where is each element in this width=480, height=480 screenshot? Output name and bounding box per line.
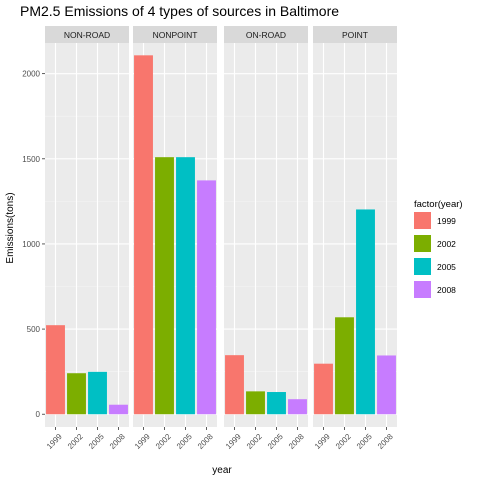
bar-on-road-2008 <box>288 399 307 415</box>
x-axis: 1999 2002 2005 2008 1999 2002 2005 2008 1999 2002… <box>45 427 395 451</box>
bar-nonpoint-2005 <box>176 157 195 415</box>
bar-point-2002 <box>335 317 354 415</box>
facet-panel-nonpoint: NONPOINT <box>133 26 217 427</box>
x-tick-label: 2005 <box>355 432 374 451</box>
facet-panel-on-road: ON-ROAD <box>224 26 308 427</box>
facet-panel-non-road: NON-ROAD <box>45 26 129 427</box>
legend-label-2005: 2005 <box>437 262 456 272</box>
legend-swatch-2002 <box>414 235 431 252</box>
x-tick-label: 2005 <box>87 432 106 451</box>
bar-nonpoint-2008 <box>197 180 216 415</box>
x-tick-label: 2002 <box>154 432 173 451</box>
bar-non-road-2002 <box>67 373 86 415</box>
facet-strip-label: POINT <box>342 30 368 40</box>
bar-on-road-1999 <box>225 355 244 415</box>
legend-swatch-2008 <box>414 281 431 298</box>
x-tick-label: 2005 <box>266 432 285 451</box>
x-tick-label: 2002 <box>334 432 353 451</box>
chart-title: PM2.5 Emissions of 4 types of sources in… <box>20 3 339 19</box>
facet-strip-label: NON-ROAD <box>64 30 110 40</box>
x-tick-label: 2008 <box>376 432 395 451</box>
legend-title: factor(year) <box>414 199 463 210</box>
legend-swatch-2005 <box>414 258 431 275</box>
bar-on-road-2005 <box>267 392 286 415</box>
x-tick-label: 2002 <box>245 432 264 451</box>
bar-nonpoint-2002 <box>155 157 174 415</box>
y-tick-label: 1000 <box>22 240 40 249</box>
bar-non-road-2008 <box>109 404 128 415</box>
bar-point-2008 <box>377 355 396 415</box>
bar-point-2005 <box>356 209 375 415</box>
x-tick-label: 1999 <box>313 432 332 451</box>
facet-strip <box>133 26 217 43</box>
legend-label-2002: 2002 <box>437 239 456 249</box>
y-tick-label: 2000 <box>22 70 40 79</box>
bar-point-1999 <box>314 363 333 415</box>
x-tick-label: 2008 <box>108 432 127 451</box>
y-tick-label: 500 <box>27 325 41 334</box>
x-tick-label: 2005 <box>175 432 194 451</box>
legend-label-1999: 1999 <box>437 216 456 226</box>
bar-non-road-1999 <box>46 325 65 415</box>
legend-label-2008: 2008 <box>437 285 456 295</box>
x-tick-label: 2002 <box>66 432 85 451</box>
y-axis-title: Emissions(tons) <box>5 192 16 263</box>
legend: factor(year) 1999 2002 2005 2008 <box>414 199 463 298</box>
x-axis-title: year <box>212 465 232 476</box>
x-tick-label: 2008 <box>196 432 215 451</box>
x-tick-label: 1999 <box>133 432 152 451</box>
y-axis: 0 500 1000 1500 2000 <box>22 70 45 419</box>
bar-nonpoint-1999 <box>134 55 153 415</box>
facet-panels: NON-ROAD NONPOINT ON-ROAD POINT <box>45 26 397 427</box>
facet-strip <box>224 26 308 43</box>
facet-strip-label: NONPOINT <box>153 30 198 40</box>
facet-strip <box>313 26 397 43</box>
y-tick-label: 1500 <box>22 155 40 164</box>
x-tick-label: 2008 <box>287 432 306 451</box>
facet-strip <box>45 26 129 43</box>
x-tick-label: 1999 <box>224 432 243 451</box>
facet-strip-label: ON-ROAD <box>246 30 286 40</box>
x-tick-label: 1999 <box>45 432 64 451</box>
facet-panel-point: POINT <box>313 26 397 427</box>
legend-swatch-1999 <box>414 212 431 229</box>
bar-non-road-2005 <box>88 371 107 415</box>
bar-on-road-2002 <box>246 391 265 415</box>
y-tick-label: 0 <box>36 410 41 419</box>
